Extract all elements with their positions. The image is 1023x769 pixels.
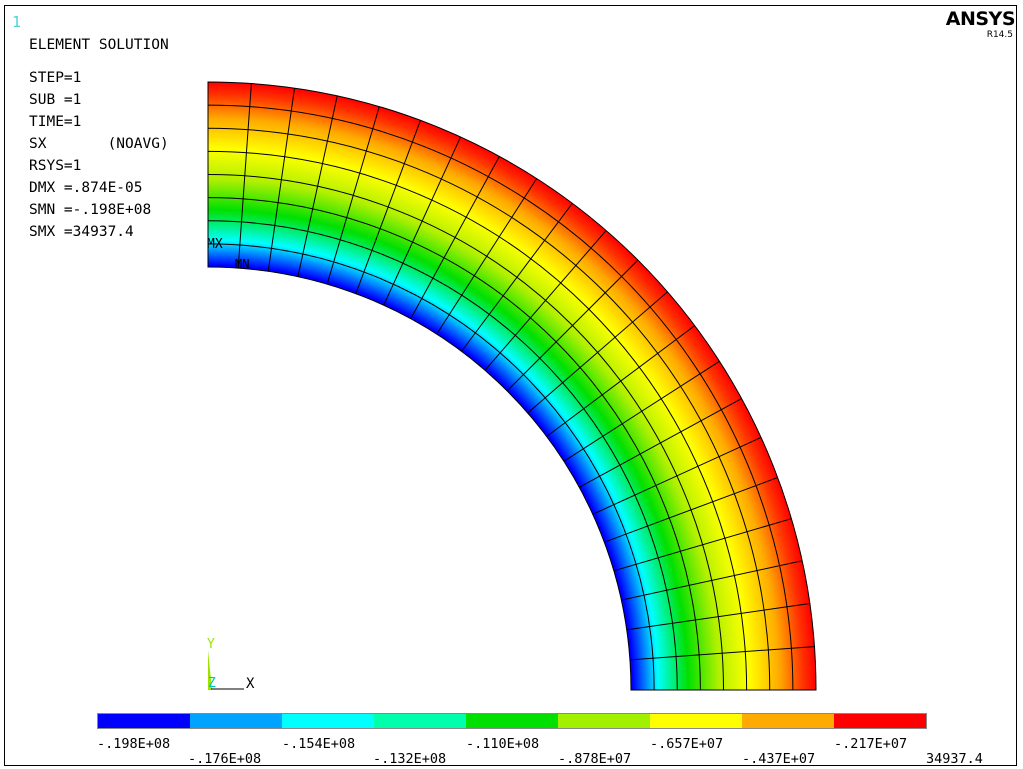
mesh-radial-line bbox=[297, 95, 338, 277]
legend-swatch-2 bbox=[190, 714, 282, 728]
legend-swatch-8 bbox=[742, 714, 834, 728]
info-smn: SMN =-.198E+08 bbox=[29, 202, 152, 218]
legend-swatch-1 bbox=[98, 714, 190, 728]
mesh-radial-line bbox=[527, 291, 668, 414]
legend-label-top-5: -.217E+07 bbox=[834, 736, 908, 752]
mesh-radial-line bbox=[546, 325, 696, 437]
ring-outline bbox=[207, 81, 817, 691]
window-number: 1 bbox=[12, 13, 22, 31]
legend-swatch-6 bbox=[558, 714, 650, 728]
coordinate-triad bbox=[208, 650, 244, 690]
legend-label-bottom-3: -.878E+07 bbox=[558, 751, 632, 767]
mesh-radial-line bbox=[326, 106, 380, 285]
info-smx: SMX =34937.4 bbox=[29, 224, 134, 240]
mesh-radial-line bbox=[237, 83, 252, 269]
mesh-radial-line bbox=[267, 88, 296, 272]
mesh-radial-line bbox=[604, 477, 778, 543]
legend-swatch-9 bbox=[834, 714, 926, 728]
max-marker: MX bbox=[207, 237, 223, 252]
mesh-radial-line bbox=[506, 259, 639, 392]
mesh-radial-line bbox=[621, 560, 803, 601]
mesh-radial-line bbox=[461, 202, 573, 352]
mesh-radial-line bbox=[436, 178, 538, 335]
info-step: STEP=1 bbox=[29, 70, 82, 86]
mesh-radial-line bbox=[629, 646, 815, 661]
legend-label-bottom-4: -.437E+07 bbox=[742, 751, 816, 767]
mesh-radial-line bbox=[410, 156, 500, 319]
min-marker: MN bbox=[235, 257, 250, 271]
info-time: TIME=1 bbox=[29, 114, 82, 130]
element-mesh bbox=[207, 83, 815, 691]
legend-label-bottom-5: 34937.4 bbox=[926, 751, 983, 767]
legend-swatch-4 bbox=[374, 714, 466, 728]
graphics-window-frame bbox=[4, 5, 1017, 766]
mesh-radial-line bbox=[579, 398, 742, 488]
mesh-radial-line bbox=[613, 518, 792, 572]
mesh-radial-line bbox=[383, 136, 462, 306]
legend-label-bottom-2: -.132E+08 bbox=[373, 751, 447, 767]
legend-label-bottom-1: -.176E+08 bbox=[188, 751, 262, 767]
legend-swatch-5 bbox=[466, 714, 558, 728]
triad-x-label: X bbox=[246, 676, 255, 692]
mesh-radial-line bbox=[563, 360, 720, 462]
triad-y-arrow bbox=[208, 650, 212, 690]
ansys-logo: ANSYS bbox=[945, 8, 1016, 30]
legend-label-top-1: -.198E+08 bbox=[97, 736, 171, 752]
info-quantity: SX (NOAVG) bbox=[29, 136, 169, 152]
info-rsys: RSYS=1 bbox=[29, 158, 82, 174]
legend-swatch-3 bbox=[282, 714, 374, 728]
mesh-radial-line bbox=[355, 120, 421, 294]
info-dmx: DMX =.874E-05 bbox=[29, 180, 143, 196]
legend-label-top-3: -.110E+08 bbox=[466, 736, 540, 752]
plot-title: ELEMENT SOLUTION bbox=[29, 37, 169, 53]
contour-legend-bar bbox=[97, 713, 927, 729]
info-sub: SUB =1 bbox=[29, 92, 82, 108]
version-label: R14.5 bbox=[986, 30, 1013, 40]
legend-label-top-4: -.657E+07 bbox=[650, 736, 724, 752]
mesh-radial-line bbox=[592, 436, 762, 515]
legend-label-top-2: -.154E+08 bbox=[282, 736, 356, 752]
triad-z-label: Z bbox=[208, 676, 216, 691]
mesh-radial-line bbox=[626, 602, 810, 631]
legend-swatch-7 bbox=[650, 714, 742, 728]
mesh-radial-line bbox=[484, 230, 607, 371]
triad-y-label: Y bbox=[207, 637, 215, 652]
